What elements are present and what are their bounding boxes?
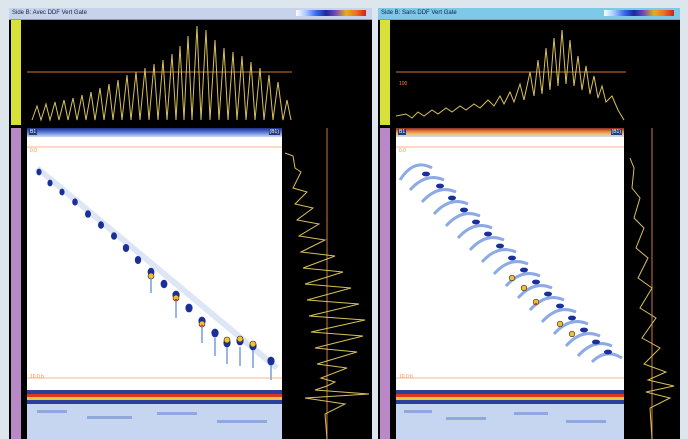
right-panel-title: Side B: Sans DDF Vert Gate	[381, 10, 457, 16]
left-depth-ruler[interactable]	[11, 128, 21, 439]
left-scan-panel: Side B: Avec DDF Vert Gate B1 (B1)	[9, 8, 372, 439]
right-panel-titlebar[interactable]: Side B: Sans DDF Vert Gate	[378, 8, 680, 20]
left-bscan-tag: B1	[29, 129, 38, 135]
right-bscan-level: 0.0	[399, 148, 406, 154]
left-bscan-tag-right: (B1)	[268, 129, 280, 135]
right-scan-panel: Side B: Sans DDF Vert Gate 100 B1 (B1)	[378, 8, 680, 439]
right-horizontal-ascan[interactable]: 100	[396, 20, 626, 128]
right-color-palette[interactable]	[604, 10, 674, 16]
left-panel-titlebar[interactable]: Side B: Avec DDF Vert Gate	[9, 8, 372, 20]
right-bscan-tag: B1	[398, 129, 407, 135]
left-bscan-level: 0.0	[30, 148, 37, 154]
right-amplitude-ruler[interactable]	[380, 20, 390, 125]
left-color-palette[interactable]	[296, 10, 366, 16]
left-bscan-header: B1 (B1)	[27, 128, 282, 137]
left-horizontal-ascan[interactable]	[27, 20, 292, 128]
right-vertical-ascan[interactable]	[626, 128, 678, 439]
right-ascan-label: 100	[399, 81, 408, 87]
left-vertical-ascan[interactable]	[285, 128, 371, 439]
left-bottom-level: 10.0 b	[30, 374, 44, 380]
right-bscan-image[interactable]: B1 (B1)	[396, 128, 624, 439]
right-bscan-tag-right: (B1)	[610, 129, 622, 135]
right-depth-ruler[interactable]	[380, 128, 390, 439]
left-amplitude-ruler[interactable]	[11, 20, 21, 125]
left-bscan-image[interactable]: B1 (B1)	[27, 128, 282, 439]
left-panel-title: Side B: Avec DDF Vert Gate	[12, 10, 87, 16]
right-bottom-level: 10.0 b	[399, 374, 413, 380]
right-bscan-header: B1 (B1)	[396, 128, 624, 137]
